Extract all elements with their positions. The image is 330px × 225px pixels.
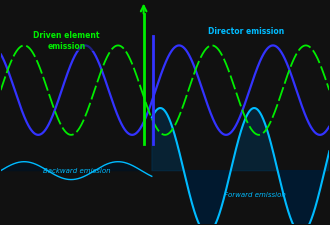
Text: Director emission: Director emission [208, 27, 284, 36]
Text: Forward emission: Forward emission [224, 192, 286, 198]
Text: Driven element
emission: Driven element emission [33, 31, 100, 51]
Text: Backward emission: Backward emission [44, 168, 111, 174]
